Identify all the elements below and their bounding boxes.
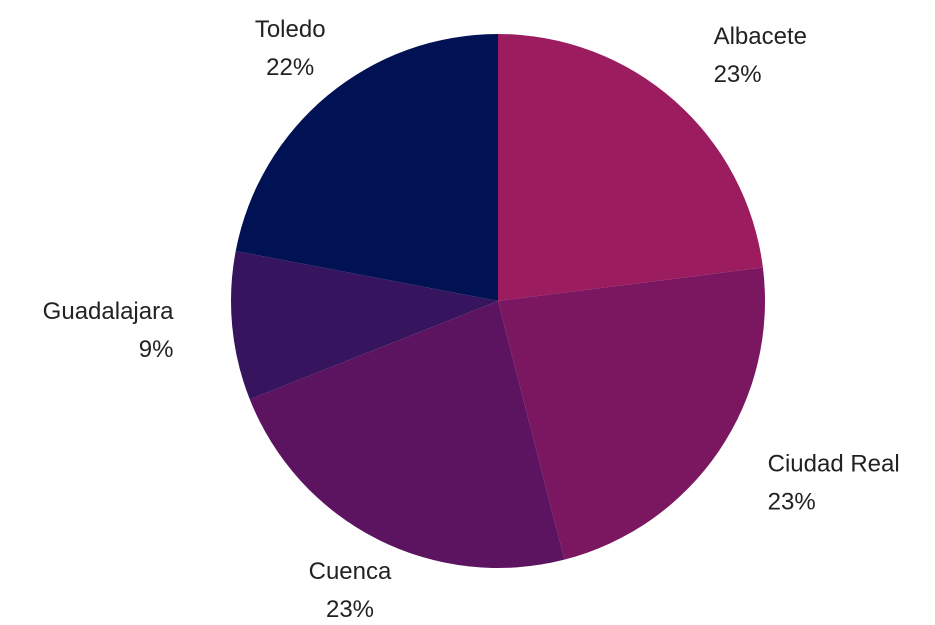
pie-slice	[498, 267, 765, 560]
slice-label: Guadalajara	[43, 298, 174, 325]
slice-label: Toledo	[255, 16, 326, 43]
slice-label: Ciudad Real	[768, 451, 900, 478]
pie-slice	[235, 34, 498, 301]
slice-value-label: 22%	[266, 54, 314, 81]
slice-label: Albacete	[714, 23, 807, 50]
slice-value-label: 23%	[768, 489, 816, 516]
slice-value-label: 9%	[139, 336, 174, 363]
pie-slice	[498, 34, 763, 301]
pie-slice	[249, 301, 565, 568]
pie-slice	[231, 250, 498, 400]
slice-value-label: 23%	[326, 596, 374, 623]
slice-label: Cuenca	[309, 558, 392, 585]
slice-value-label: 23%	[714, 61, 762, 88]
